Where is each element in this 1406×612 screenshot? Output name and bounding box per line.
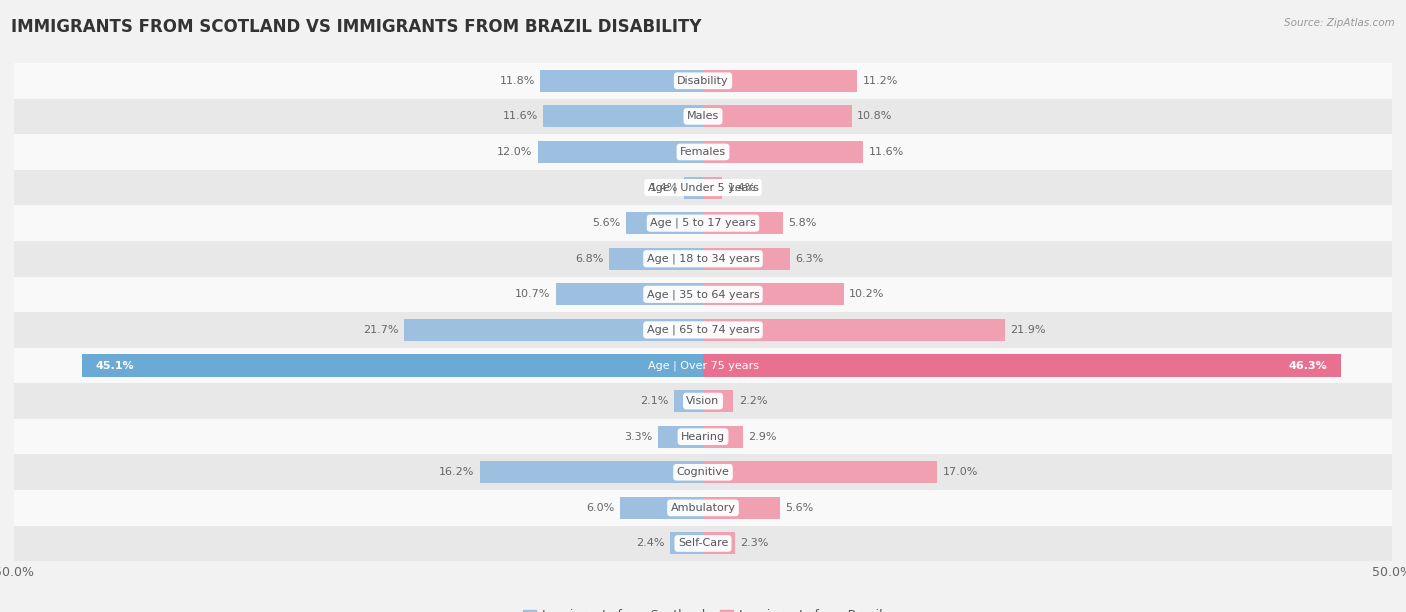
Text: 3.3%: 3.3% [624, 431, 652, 442]
Bar [14, 134, 1392, 170]
Bar [703, 461, 938, 483]
Text: 5.6%: 5.6% [592, 218, 620, 228]
Text: Age | Under 5 years: Age | Under 5 years [648, 182, 758, 193]
Text: 10.2%: 10.2% [849, 289, 884, 299]
Bar [14, 455, 1392, 490]
Bar [703, 176, 723, 198]
Text: 11.6%: 11.6% [502, 111, 537, 121]
Bar [540, 70, 703, 92]
Text: 5.8%: 5.8% [789, 218, 817, 228]
Text: 1.4%: 1.4% [728, 182, 756, 193]
Text: Age | 18 to 34 years: Age | 18 to 34 years [647, 253, 759, 264]
Text: Age | Over 75 years: Age | Over 75 years [648, 360, 758, 371]
Text: Vision: Vision [686, 396, 720, 406]
Text: 2.1%: 2.1% [640, 396, 669, 406]
Text: 2.9%: 2.9% [748, 431, 778, 442]
Bar [543, 105, 703, 127]
Text: 10.7%: 10.7% [515, 289, 550, 299]
Text: 6.3%: 6.3% [796, 254, 824, 264]
Text: Males: Males [688, 111, 718, 121]
Text: 21.7%: 21.7% [363, 325, 398, 335]
Text: Disability: Disability [678, 76, 728, 86]
Text: Ambulatory: Ambulatory [671, 503, 735, 513]
Bar [82, 354, 703, 376]
Bar [404, 319, 703, 341]
Text: 17.0%: 17.0% [943, 468, 979, 477]
Text: 21.9%: 21.9% [1011, 325, 1046, 335]
Text: 11.6%: 11.6% [869, 147, 904, 157]
Bar [14, 419, 1392, 455]
Bar [14, 348, 1392, 383]
Bar [703, 283, 844, 305]
Text: Source: ZipAtlas.com: Source: ZipAtlas.com [1284, 18, 1395, 28]
Bar [703, 532, 735, 554]
Bar [703, 354, 1341, 376]
Bar [703, 319, 1005, 341]
Text: 6.0%: 6.0% [586, 503, 614, 513]
Bar [703, 105, 852, 127]
Bar [658, 426, 703, 448]
Bar [14, 277, 1392, 312]
Text: 5.6%: 5.6% [786, 503, 814, 513]
Text: 10.8%: 10.8% [858, 111, 893, 121]
Text: 2.2%: 2.2% [738, 396, 768, 406]
Bar [703, 426, 742, 448]
Bar [669, 532, 703, 554]
Bar [537, 141, 703, 163]
Text: Females: Females [681, 147, 725, 157]
Text: Age | 65 to 74 years: Age | 65 to 74 years [647, 324, 759, 335]
Bar [14, 206, 1392, 241]
Text: Cognitive: Cognitive [676, 468, 730, 477]
Text: 1.4%: 1.4% [650, 182, 678, 193]
Text: 11.8%: 11.8% [499, 76, 534, 86]
Text: 16.2%: 16.2% [439, 468, 474, 477]
Legend: Immigrants from Scotland, Immigrants from Brazil: Immigrants from Scotland, Immigrants fro… [523, 609, 883, 612]
Bar [14, 383, 1392, 419]
Bar [14, 490, 1392, 526]
Text: 2.4%: 2.4% [636, 539, 665, 548]
Bar [609, 248, 703, 270]
Text: 11.2%: 11.2% [863, 76, 898, 86]
Bar [14, 99, 1392, 134]
Bar [703, 70, 858, 92]
Bar [14, 170, 1392, 206]
Bar [703, 212, 783, 234]
Bar [14, 241, 1392, 277]
Bar [703, 141, 863, 163]
Bar [703, 390, 734, 412]
Bar [703, 248, 790, 270]
Bar [673, 390, 703, 412]
Bar [14, 63, 1392, 99]
Text: 45.1%: 45.1% [96, 360, 134, 370]
Bar [683, 176, 703, 198]
Text: Age | 35 to 64 years: Age | 35 to 64 years [647, 289, 759, 300]
Bar [14, 526, 1392, 561]
Bar [555, 283, 703, 305]
Bar [620, 497, 703, 519]
Text: 6.8%: 6.8% [575, 254, 603, 264]
Text: 2.3%: 2.3% [740, 539, 769, 548]
Text: Age | 5 to 17 years: Age | 5 to 17 years [650, 218, 756, 228]
Bar [479, 461, 703, 483]
Text: Self-Care: Self-Care [678, 539, 728, 548]
Text: IMMIGRANTS FROM SCOTLAND VS IMMIGRANTS FROM BRAZIL DISABILITY: IMMIGRANTS FROM SCOTLAND VS IMMIGRANTS F… [11, 18, 702, 36]
Bar [626, 212, 703, 234]
Bar [703, 497, 780, 519]
Bar [14, 312, 1392, 348]
Text: Hearing: Hearing [681, 431, 725, 442]
Text: 46.3%: 46.3% [1288, 360, 1327, 370]
Text: 12.0%: 12.0% [496, 147, 531, 157]
